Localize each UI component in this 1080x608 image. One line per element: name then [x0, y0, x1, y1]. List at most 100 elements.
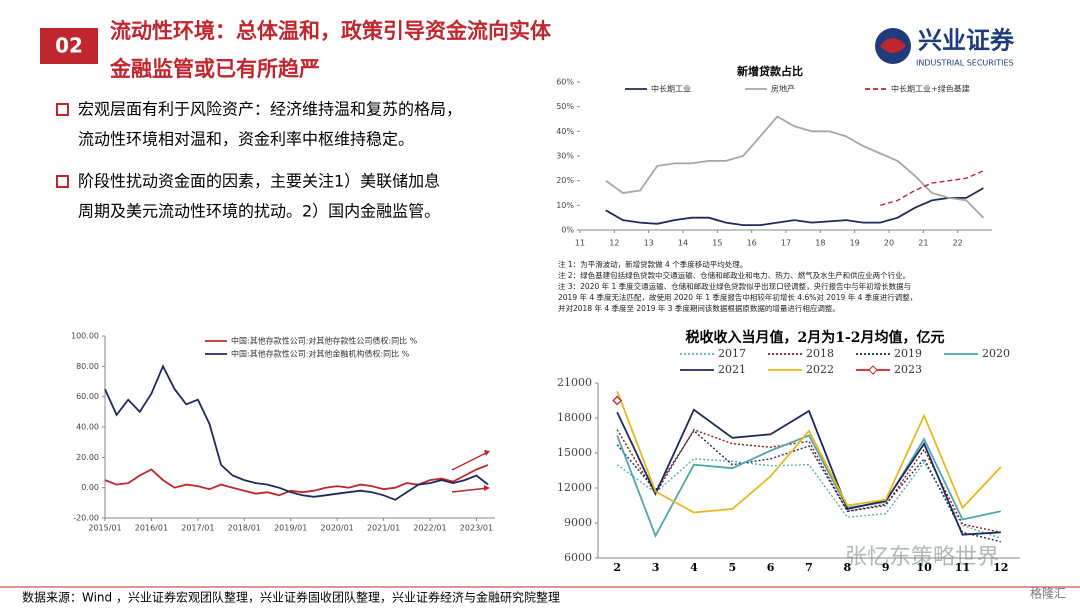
x-tick-label: 12 — [609, 239, 619, 248]
note: 注 1：为平滑波动，新增贷款做 4 个季度移动平均处理。 — [558, 259, 747, 269]
legend-label: 2020 — [982, 347, 1010, 360]
series-line — [104, 464, 489, 497]
footer-source: 数据来源：Wind ，兴业证券宏观团队整理，兴业证券固收团队整理，兴业证券经济与… — [22, 590, 560, 605]
y-tick-label: 40.00 — [76, 423, 99, 432]
section-number: 02 — [55, 34, 83, 58]
y-tick-label: 21000 — [557, 376, 592, 389]
note: 注 2：绿色基建包括绿色贷款中交通运输、仓储和邮政业和电力、热力、燃气及水生产和… — [558, 270, 910, 280]
legend-label: 中国:其他存款性公司:对其他金融机构债权:同比 % — [231, 349, 410, 359]
series-line — [605, 115, 985, 219]
note: 2019 年 4 季度无法匹配，故使用 2020 年 1 季度报告中相较年初增长… — [558, 292, 917, 302]
y-tick-label: 10% — [556, 201, 574, 210]
legend-label: 中长期工业 — [651, 84, 691, 94]
y-tick-label: 12000 — [557, 481, 592, 494]
x-tick-label: 2021/01 — [367, 524, 400, 533]
y-tick-label: -20.00 — [73, 514, 99, 523]
legend-label: 2017 — [718, 347, 746, 360]
x-tick-label: 6 — [767, 561, 775, 574]
x-tick-label: 2020/01 — [321, 524, 354, 533]
bullet-icon — [56, 175, 69, 188]
y-tick-label: 6000 — [564, 551, 592, 564]
x-tick-label: 4 — [690, 561, 698, 574]
x-tick-label: 2023/01 — [460, 524, 493, 533]
x-tick-label: 12 — [993, 561, 1008, 574]
y-tick-label: 60.00 — [76, 392, 99, 401]
x-tick-label: 2016/01 — [135, 524, 168, 533]
x-tick-label: 10 — [916, 561, 932, 574]
x-tick-label: 20 — [884, 239, 894, 248]
x-tick-label: 21 — [918, 239, 928, 248]
logo-icon — [880, 38, 906, 53]
x-tick-label: 14 — [678, 239, 688, 248]
series-line — [616, 428, 1001, 533]
legend-label: 2022 — [806, 363, 834, 376]
legend-swatch — [868, 365, 878, 375]
y-tick-label: 0% — [561, 226, 574, 235]
data-point — [612, 395, 623, 406]
series-line — [616, 390, 1002, 514]
legend-label: 房地产 — [771, 84, 795, 94]
x-tick-label: 11 — [955, 561, 970, 574]
x-tick-label: 5 — [728, 561, 736, 574]
y-tick-label: 20.00 — [76, 453, 99, 462]
x-tick-label: 2017/01 — [181, 524, 214, 533]
x-tick-label: 8 — [844, 561, 852, 574]
y-tick-label: 50% — [556, 102, 574, 111]
series-line — [880, 170, 984, 206]
x-tick-label: 9 — [882, 561, 890, 574]
slide-title: 金融监管或已有所趋严 — [109, 57, 320, 81]
note: 并对2018 年 4 季度至 2019 年 3 季度期间该数据根据原数据的增量进… — [558, 303, 840, 313]
annotation-arrow — [451, 487, 489, 493]
x-tick-label: 2018/01 — [228, 524, 261, 533]
legend-label: 中国:其他存款性公司:对其他存款性公司债权:同比 % — [231, 336, 418, 346]
legend-label: 2021 — [718, 363, 746, 376]
x-tick-label: 2019/01 — [274, 524, 307, 533]
y-tick-label: 30% — [556, 152, 574, 161]
series-line — [616, 434, 1001, 538]
x-tick-label: 17 — [781, 239, 791, 248]
legend-label: 2018 — [806, 347, 834, 360]
x-tick-label: 3 — [652, 561, 660, 574]
x-tick-label: 13 — [644, 239, 654, 248]
bullet-text: 周期及美元流动性环境的扰动。2）国内金融监管。 — [78, 202, 440, 221]
x-tick-label: 19 — [850, 239, 860, 248]
x-tick-label: 11 — [575, 239, 585, 248]
x-tick-label: 16 — [747, 239, 757, 248]
series-line — [104, 364, 489, 501]
y-tick-label: 80.00 — [76, 362, 99, 371]
y-tick-label: 9000 — [564, 516, 592, 529]
y-tick-label: 15000 — [557, 446, 592, 459]
y-tick-label: 0.00 — [81, 483, 99, 492]
series-line — [616, 429, 1001, 543]
legend-label: 2019 — [894, 347, 922, 360]
bullet-text: 流动性环境相对温和，资金利率中枢维持稳定。 — [78, 130, 414, 149]
legend-label: 中长期工业+绿色基建 — [891, 84, 970, 94]
x-tick-label: 2022/01 — [413, 524, 446, 533]
logo-text: 兴业证券 — [918, 26, 1015, 55]
slide-title: 流动性环境：总体温和，政策引导资金流向实体 — [110, 19, 552, 43]
chart-title: 新增贷款占比 — [737, 64, 803, 78]
y-tick-label: 40% — [556, 127, 574, 136]
legend-label: 2023 — [894, 363, 922, 376]
section-badge — [40, 28, 98, 64]
series-line — [616, 408, 1001, 536]
brand: 格隆汇 — [1030, 586, 1066, 601]
annotation-arrow — [451, 451, 489, 471]
annotation-arrow — [484, 485, 490, 491]
x-tick-label: 18 — [815, 239, 825, 248]
y-tick-label: 20% — [556, 176, 574, 185]
logo-subtext: INDUSTRIAL SECURITIES — [916, 59, 1014, 68]
chart-title: 税收收入当月值，2月为1-2月均值，亿元 — [685, 329, 944, 346]
annotation-arrow — [484, 450, 490, 456]
series-line — [616, 458, 1002, 539]
x-tick-label: 22 — [953, 239, 963, 248]
x-tick-label: 2015/01 — [88, 524, 121, 533]
x-tick-label: 15 — [712, 239, 722, 248]
series-line — [605, 187, 984, 226]
x-tick-label: 7 — [805, 561, 813, 574]
bullet-icon — [56, 103, 69, 116]
x-tick-label: 2 — [613, 561, 621, 574]
y-tick-label: 100.00 — [71, 332, 99, 341]
bullet-text: 宏观层面有利于风险资产：经济维持温和复苏的格局， — [78, 100, 462, 119]
